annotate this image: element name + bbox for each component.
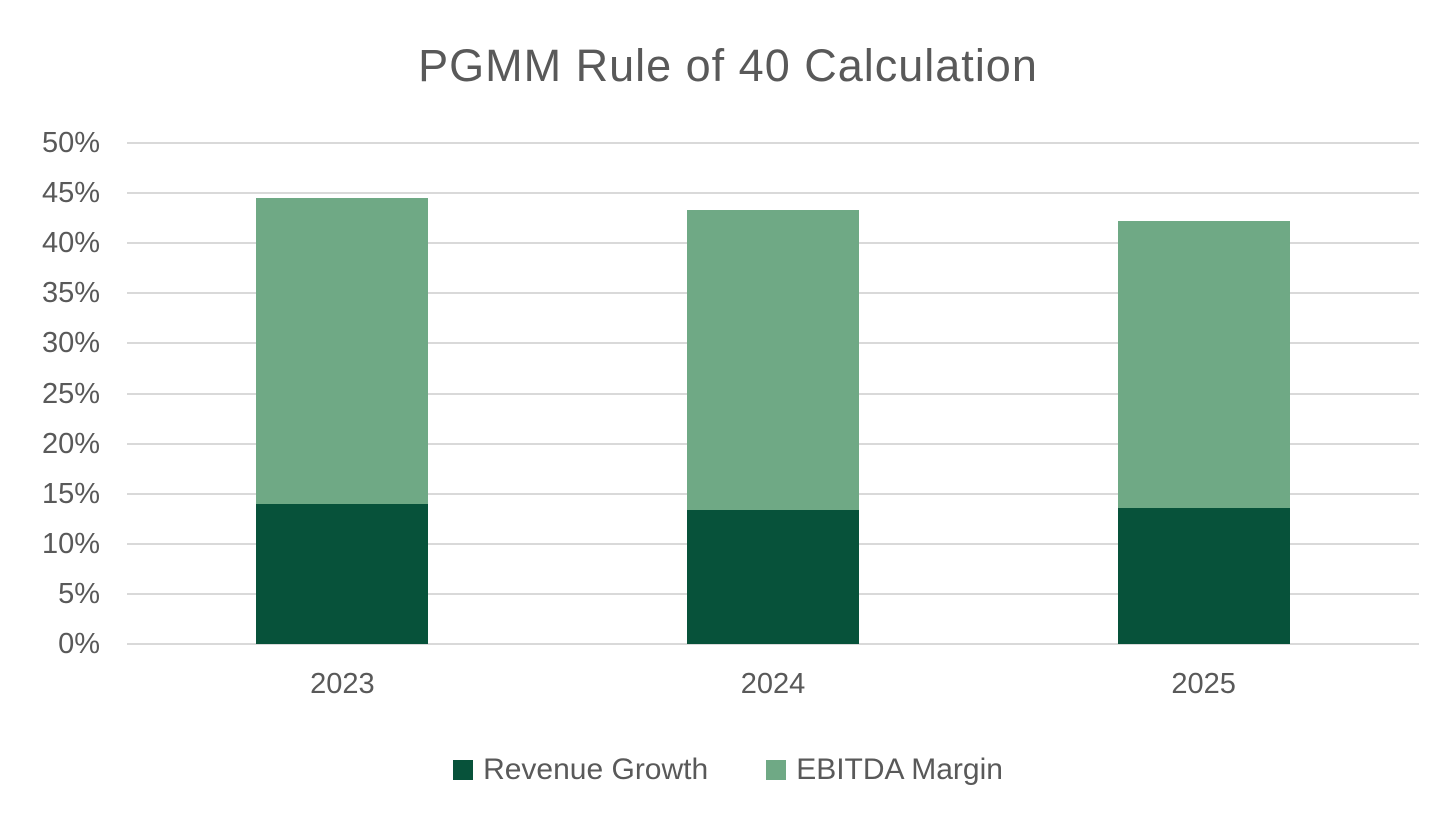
gridline-45 [127, 192, 1419, 195]
bar-2024-revenue-growth [687, 509, 859, 644]
bar-2025-revenue-growth [1117, 507, 1290, 644]
bar-2023-revenue-growth [256, 503, 429, 644]
legend-swatch-icon [766, 760, 787, 780]
y-tick-label-20: 20% [41, 427, 100, 460]
y-tick-label-15: 15% [41, 477, 100, 510]
y-tick-label-45: 45% [41, 177, 100, 210]
gridline-0 [127, 643, 1419, 645]
y-tick-label-40: 40% [41, 227, 100, 260]
gridline-50 [127, 142, 1419, 144]
x-tick-label-2024: 2024 [740, 668, 806, 700]
bar-2025-ebitda-margin [1117, 221, 1290, 508]
y-tick-label-30: 30% [41, 327, 100, 360]
y-tick-label-0: 0% [58, 628, 100, 660]
y-tick-label-10: 10% [41, 527, 100, 560]
y-tick-label-35: 35% [41, 277, 100, 310]
legend-label: EBITDA Margin [796, 753, 1003, 786]
bar-2023-ebitda-margin [256, 198, 429, 504]
y-tick-label-50: 50% [41, 127, 100, 159]
legend: Revenue Growth EBITDA Margin [0, 753, 1456, 787]
y-tick-label-25: 25% [41, 377, 100, 410]
legend-item-ebitda-margin: EBITDA Margin [766, 753, 1003, 787]
plot-area [127, 142, 1419, 645]
x-tick-label-2025: 2025 [1171, 668, 1236, 700]
legend-label: Revenue Growth [483, 753, 709, 786]
legend-item-revenue-growth: Revenue Growth [453, 753, 708, 787]
chart-title: PGMM Rule of 40 Calculation [418, 40, 1038, 91]
bar-2024-ebitda-margin [687, 210, 859, 510]
x-tick-label-2023: 2023 [310, 668, 375, 700]
legend-swatch-icon [453, 760, 474, 780]
y-tick-label-5: 5% [58, 577, 100, 610]
